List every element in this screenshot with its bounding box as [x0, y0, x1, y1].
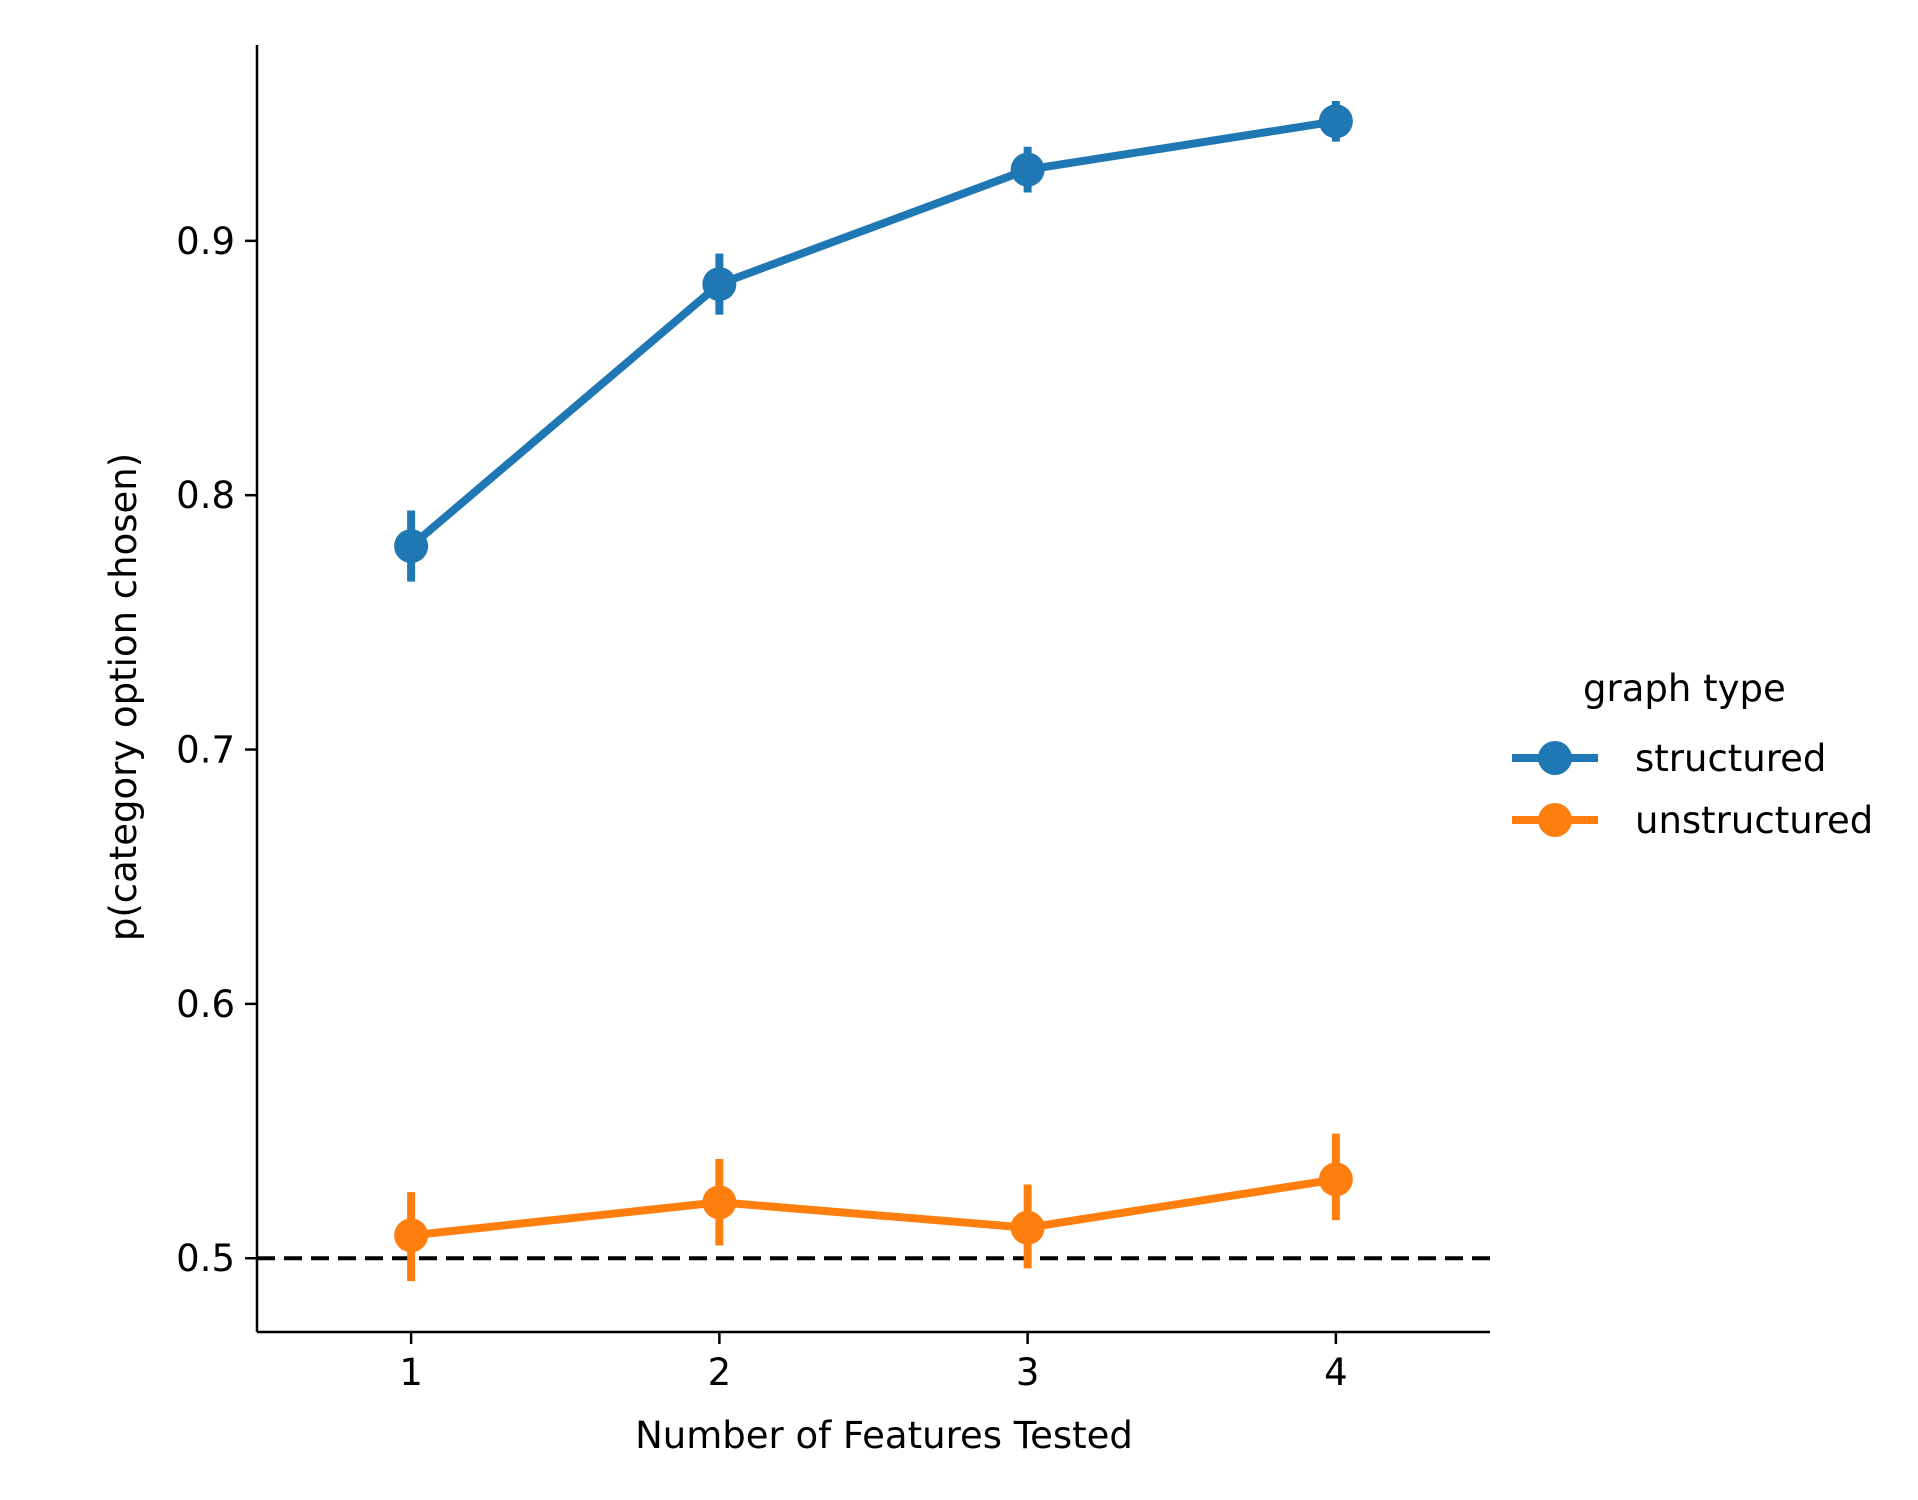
series-line [407, 1175, 1340, 1240]
legend-items: structured unstructured [1512, 737, 1873, 842]
data-point [702, 267, 737, 302]
data-point [394, 1218, 429, 1253]
legend-item-unstructured: unstructured [1512, 799, 1873, 842]
legend: graph type structured unstructured [1512, 667, 1873, 842]
data-point [1318, 1162, 1353, 1197]
legend-marker-swatch [1538, 741, 1572, 775]
x-tick-label: 4 [1324, 1351, 1348, 1394]
y-axis-label: p(category option chosen) [102, 453, 145, 941]
legend-marker-swatch [1538, 803, 1572, 837]
ticks-layer: 1 2 3 4 0.5 0.6 0.7 0.8 0.9 [176, 220, 1347, 1394]
x-tick-label: 3 [1016, 1351, 1040, 1394]
data-point [1318, 104, 1353, 139]
legend-label: unstructured [1635, 799, 1873, 842]
y-tick-label: 0.5 [176, 1237, 235, 1280]
data-point [1010, 1210, 1045, 1245]
y-tick-label: 0.9 [176, 220, 235, 263]
axes-layer [255, 45, 1490, 1334]
y-tick-label: 0.6 [176, 983, 235, 1026]
data-point [1010, 152, 1045, 187]
series-structured [394, 100, 1353, 582]
legend-item-structured: structured [1512, 737, 1826, 780]
series-line [407, 117, 1340, 551]
legend-label: structured [1635, 737, 1826, 780]
x-tick-label: 1 [399, 1351, 423, 1394]
series-layer [394, 100, 1353, 1282]
series-unstructured [394, 1133, 1353, 1282]
x-axis-label: Number of Features Tested [635, 1414, 1133, 1457]
y-tick-label: 0.8 [176, 474, 235, 517]
y-tick-label: 0.7 [176, 729, 235, 772]
data-point [394, 529, 429, 564]
data-point [702, 1185, 737, 1220]
x-tick-label: 2 [708, 1351, 732, 1394]
legend-title: graph type [1583, 667, 1786, 710]
